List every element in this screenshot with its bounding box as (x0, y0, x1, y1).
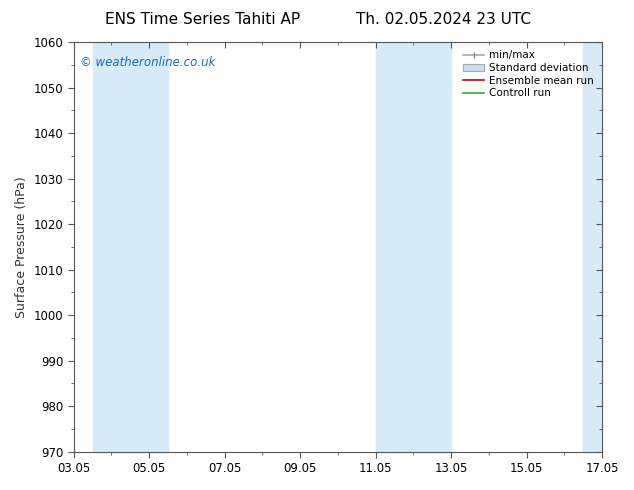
Text: ENS Time Series Tahiti AP: ENS Time Series Tahiti AP (105, 12, 301, 27)
Bar (93, 42, 168, 452)
Text: © weatheronline.co.uk: © weatheronline.co.uk (80, 56, 216, 70)
Text: Th. 02.05.2024 23 UTC: Th. 02.05.2024 23 UTC (356, 12, 531, 27)
Legend: min/max, Standard deviation, Ensemble mean run, Controll run: min/max, Standard deviation, Ensemble me… (460, 47, 597, 101)
Y-axis label: Surface Pressure (hPa): Surface Pressure (hPa) (15, 176, 28, 318)
Bar (583, 42, 634, 452)
Bar (376, 42, 451, 452)
